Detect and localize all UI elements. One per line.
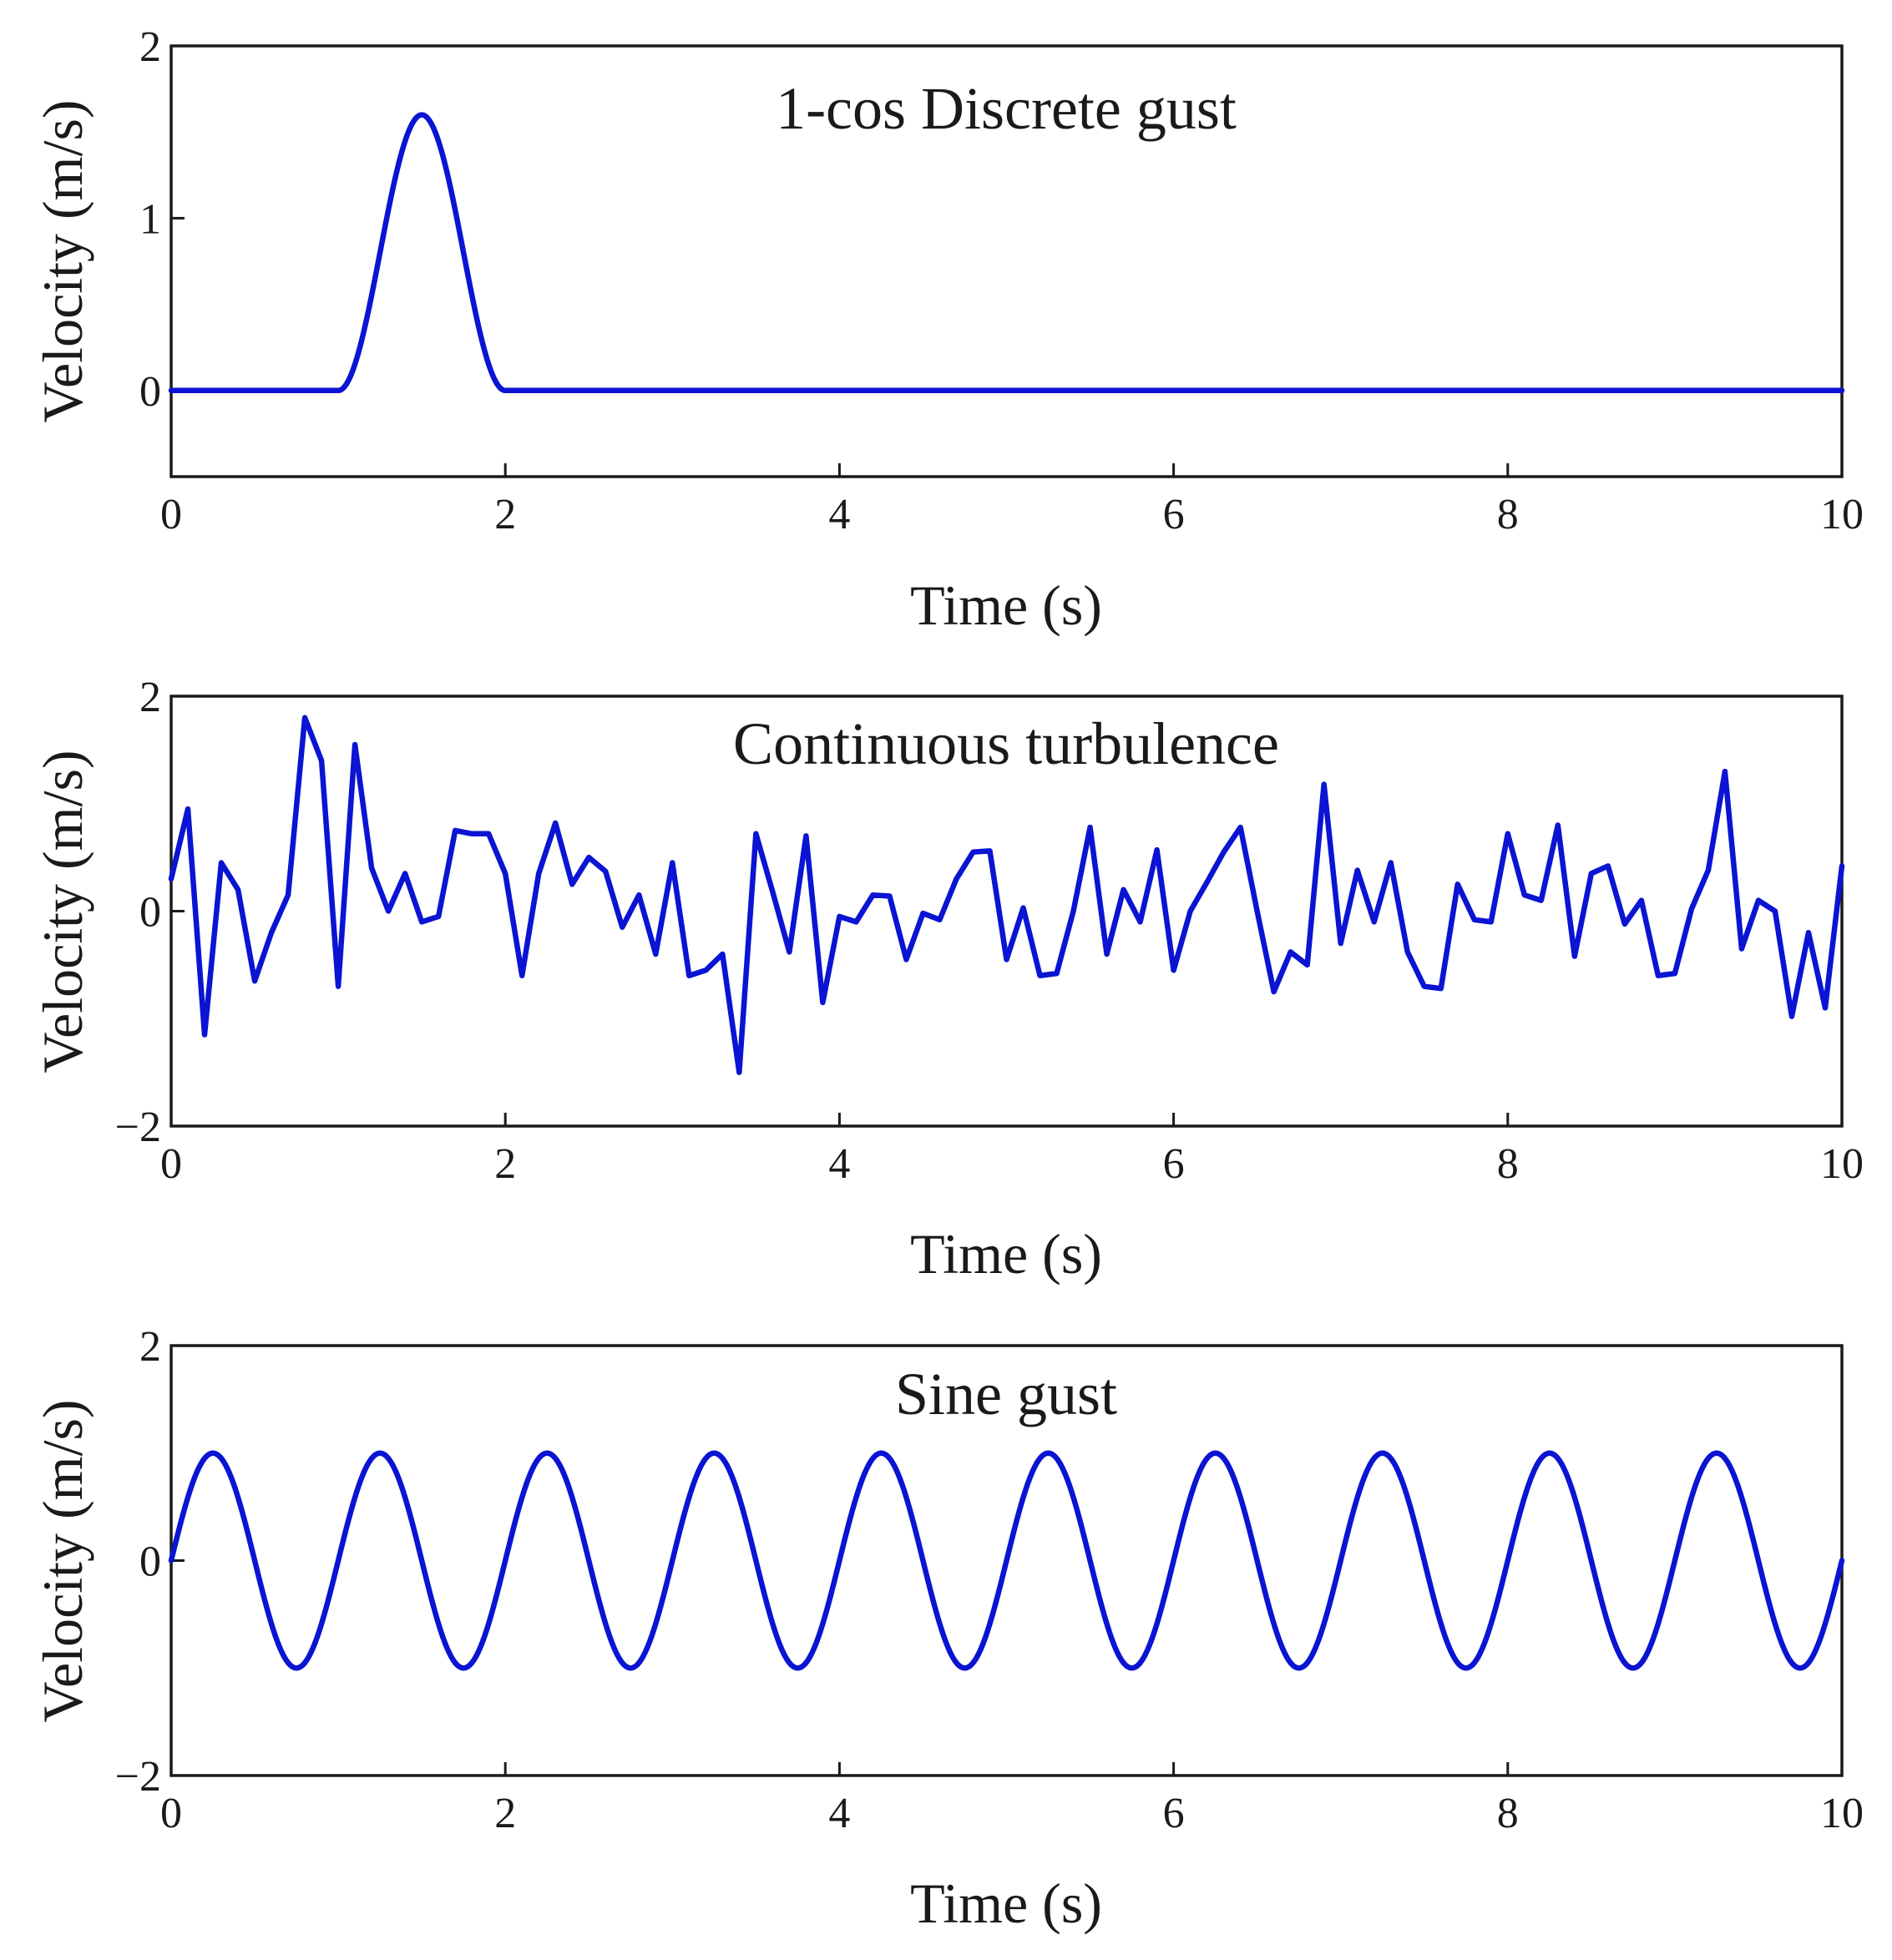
x-tick-label: 0 [160,491,182,538]
x-tick-label: 0 [160,1140,182,1188]
y-tick-label: 1 [139,195,161,243]
panel-discrete-gust: 0 2 4 6 8 10 0 1 2 1-cos Discrete gust Time (s)… [31,23,1864,637]
y-tick-label: 0 [139,368,161,416]
y-tick-label: 2 [139,674,161,721]
y-axis-label: Velocity (m/s) [31,750,94,1073]
x-ticks: 0 2 4 6 8 10 [160,1762,1864,1837]
x-axis-label: Time (s) [910,1222,1102,1286]
y-tick-label: 2 [139,23,161,71]
y-tick-label: −2 [115,1753,161,1801]
y-tick-label: −2 [115,1104,161,1151]
chart-title: Sine gust [895,1361,1117,1427]
x-tick-label: 10 [1820,1790,1864,1837]
y-axis-label: Velocity (m/s) [31,1399,94,1722]
x-tick-label: 2 [494,491,516,538]
x-tick-label: 4 [828,1140,850,1188]
x-tick-label: 8 [1497,1790,1519,1837]
x-tick-label: 10 [1820,491,1864,538]
y-tick-label: 0 [139,889,161,937]
x-tick-label: 8 [1497,1140,1519,1188]
panel-sine-gust: 0 2 4 6 8 10 −202 Sine gust Time (s) Velocity… [31,1323,1864,1935]
x-axis-label: Time (s) [910,573,1102,637]
y-ticks: 0 1 2 [139,23,185,416]
panel-continuous-turbulence: 0 2 4 6 8 10 −202 Continuous turbulence Time … [31,674,1864,1286]
plot-frame [169,44,1844,478]
y-ticks: −2 0 2 [115,1323,185,1801]
chart-title: Continuous turbulence [733,710,1279,777]
x-tick-label: 2 [494,1790,516,1837]
y-ticks: −2 0 2 [115,674,185,1151]
x-ticks: 0 2 4 6 8 10 [160,1113,1864,1188]
y-axis-label: Velocity (m/s) [31,99,94,422]
x-tick-label: 0 [160,1790,182,1837]
y-tick-label: 2 [139,1323,161,1371]
x-tick-label: 8 [1497,491,1519,538]
series-line-discrete-gust [168,112,1845,394]
x-axis-label: Time (s) [910,1872,1102,1935]
x-tick-label: 6 [1163,491,1185,538]
x-ticks: 0 2 4 6 8 10 [160,463,1864,538]
x-tick-label: 2 [494,1140,516,1188]
x-tick-label: 4 [828,491,850,538]
series-line-continuous-turbulence [168,715,1845,1075]
series-line-sine-gust [168,1450,1845,1671]
chart-title: 1-cos Discrete gust [776,75,1237,142]
x-tick-label: 4 [828,1790,850,1837]
x-tick-label: 6 [1163,1140,1185,1188]
x-tick-label: 10 [1820,1140,1864,1188]
y-tick-label: 0 [139,1538,161,1586]
x-tick-label: 6 [1163,1790,1185,1837]
